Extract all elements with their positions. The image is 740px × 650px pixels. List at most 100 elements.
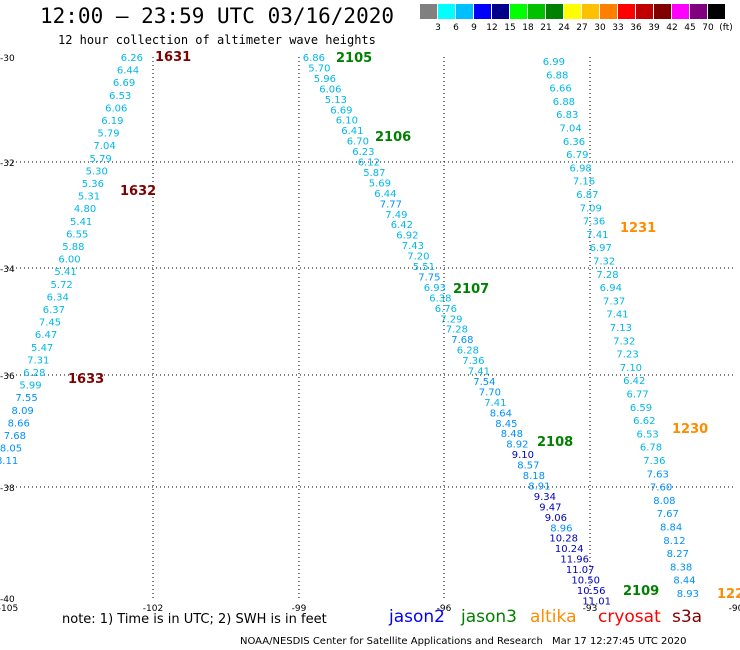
lat-tick-label: -38 (0, 484, 15, 494)
wave-height-value: 7.77 (380, 199, 402, 210)
wave-height-value: 6.69 (113, 78, 135, 89)
wave-height-value: 10.50 (571, 576, 600, 587)
altimeter-tracks: 6.266.446.696.536.066.195.797.045.795.30… (0, 50, 740, 607)
colorbar-swatch (456, 4, 473, 19)
wave-height-value: 6.88 (553, 97, 575, 108)
wave-height-value: 9.47 (539, 502, 561, 513)
colorbar-label: 18 (522, 23, 534, 33)
lat-tick-label: -30 (0, 54, 15, 64)
wave-height-value: 7.28 (446, 325, 468, 336)
colorbar-label: 21 (540, 23, 552, 33)
pass-label: 2108 (537, 435, 573, 450)
colorbar-label: 9 (471, 23, 477, 33)
wave-height-value: 5.72 (51, 280, 73, 291)
wave-height-value: 6.77 (626, 390, 648, 401)
wave-height-value: 7.60 (650, 483, 672, 494)
satellite-label-jason2: jason2 (389, 607, 445, 627)
colorbar-swatch (492, 4, 509, 19)
wave-height-value: 10.28 (549, 534, 578, 545)
lat-tick-label: -40 (0, 595, 15, 605)
wave-height-value: 6.26 (121, 53, 143, 64)
satellite-label-altika: altika (530, 607, 577, 627)
colorbar-swatch (600, 4, 617, 19)
wave-height-value: 7.09 (580, 203, 602, 214)
wave-height-value: 9.10 (512, 450, 534, 461)
wave-height-value: 6.28 (23, 368, 45, 379)
wave-height-value: 7.29 (440, 314, 462, 325)
wave-height-value: 6.36 (563, 137, 585, 148)
wave-height-value: 7.13 (610, 323, 632, 334)
wave-height-value: 8.57 (517, 461, 539, 472)
wave-height-value: 5.79 (97, 129, 119, 140)
colorbar-swatch (618, 4, 635, 19)
wave-height-value: 6.88 (546, 70, 568, 81)
wave-height-value: 6.53 (109, 91, 131, 102)
colorbar-label: 6 (453, 23, 459, 33)
satellite-label-cryosat: cryosat (598, 607, 661, 627)
timestamp: Mar 17 12:27:45 UTC 2020 (552, 636, 687, 647)
wave-height-value: 6.00 (58, 255, 80, 266)
wave-height-value: 7.41 (468, 367, 490, 378)
pass-label: 1230 (672, 422, 708, 437)
wave-height-value: 6.12 (358, 158, 380, 169)
wave-height-value: 5.41 (70, 217, 92, 228)
wave-height-value: 7.75 (418, 272, 440, 283)
footer-note: note: 1) Time is in UTC; 2) SWH is in fe… (62, 612, 327, 627)
pass-label: 2106 (375, 130, 411, 145)
lon-tick-label: -90 (729, 604, 740, 614)
lon-tick-label: -96 (437, 604, 452, 614)
wave-height-value: 6.66 (549, 84, 571, 95)
wave-height-value: 6.97 (590, 243, 612, 254)
wave-height-value: 8.64 (490, 408, 512, 419)
pass-label: 2107 (453, 282, 489, 297)
colorbar-swatch (528, 4, 545, 19)
colorbar-label: 30 (594, 23, 606, 33)
pass-label: 1633 (68, 372, 104, 387)
wave-height-value: 6.37 (43, 305, 65, 316)
colorbar-swatch (672, 4, 689, 19)
wave-height-value: 6.10 (336, 116, 358, 127)
lon-tick-label: -93 (583, 604, 598, 614)
wave-height-value: 6.19 (101, 116, 123, 127)
wave-height-value: 8.18 (523, 471, 545, 482)
wave-height-value: 6.41 (341, 126, 363, 137)
wave-height-value: 8.09 (12, 406, 34, 417)
wave-height-value: 8.05 (0, 444, 22, 455)
lat-tick-label: -34 (0, 265, 15, 275)
wave-height-value: 6.06 (105, 103, 127, 114)
wave-height-value: 6.62 (633, 416, 655, 427)
wave-height-value: 4.80 (74, 204, 96, 215)
lat-tick-label: -32 (0, 159, 15, 169)
wave-height-value: 6.55 (66, 229, 88, 240)
satellite-label-s3a: s3a (672, 607, 703, 627)
wave-height-value: 5.13 (325, 95, 347, 106)
wave-height-value: 7.36 (462, 356, 484, 367)
wave-height-value: 7.31 (27, 355, 49, 366)
wave-height-value: 8.92 (506, 440, 528, 451)
colorbar-swatch (582, 4, 599, 19)
colorbar-label: 27 (576, 23, 588, 33)
wave-height-value: 7.32 (613, 336, 635, 347)
wave-height-value: 7.70 (479, 387, 501, 398)
colorbar-label: 36 (630, 23, 642, 33)
wave-height-value: 6.87 (576, 190, 598, 201)
wave-height-value: 8.08 (653, 496, 675, 507)
wave-height-value: 6.93 (424, 283, 446, 294)
wave-height-value: 5.47 (31, 343, 53, 354)
wave-height-value: 6.92 (396, 231, 418, 242)
pass-label: 2105 (336, 51, 372, 66)
wave-height-value: 6.70 (347, 137, 369, 148)
colorbar-label: 45 (684, 23, 696, 33)
wave-height-value: 7.10 (620, 363, 642, 374)
wave-height-value: 6.23 (352, 147, 374, 158)
wave-height-value: 9.06 (545, 513, 567, 524)
wave-height-value: 8.96 (550, 523, 572, 534)
wave-height-value: 6.53 (637, 429, 659, 440)
wave-height-value: 11.01 (582, 596, 611, 607)
wave-height-value: 6.44 (117, 66, 139, 77)
wave-height-value: 5.79 (90, 154, 112, 165)
colorbar-swatch (636, 4, 653, 19)
wave-height-value: 6.42 (623, 376, 645, 387)
wave-height-value: 5.31 (78, 192, 100, 203)
